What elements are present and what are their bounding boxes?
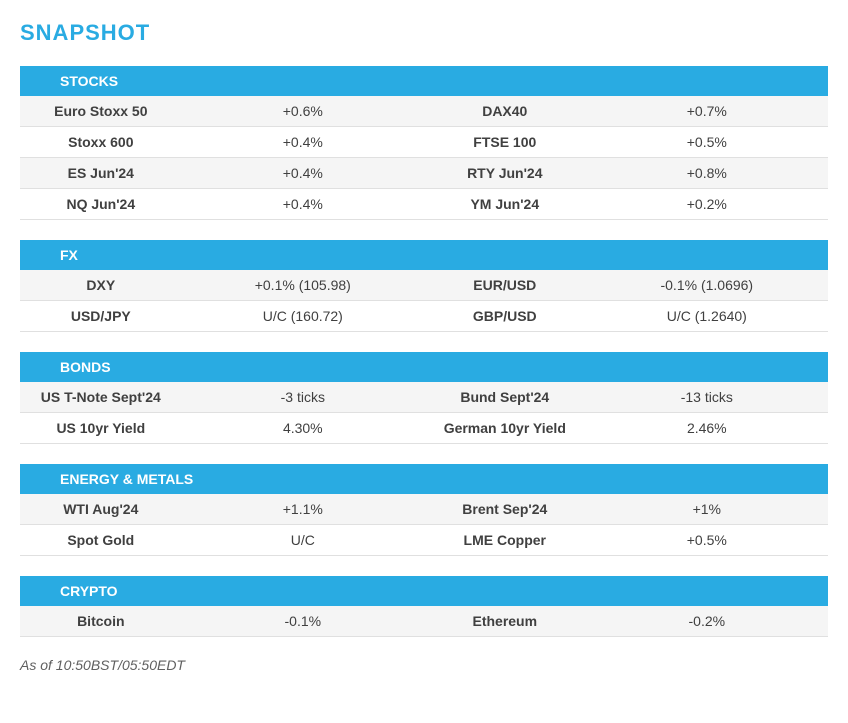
section-header: ENERGY & METALS: [20, 464, 828, 494]
instrument-name: YM Jun'24: [424, 189, 586, 220]
instrument-value: U/C (1.2640): [586, 301, 828, 332]
instrument-name: DAX40: [424, 96, 586, 127]
instrument-name: DXY: [20, 270, 182, 301]
data-table: DXY+0.1% (105.98)EUR/USD-0.1% (1.0696)US…: [20, 270, 828, 332]
data-table: US T-Note Sept'24-3 ticksBund Sept'24-13…: [20, 382, 828, 444]
instrument-value: +0.4%: [182, 127, 424, 158]
instrument-value: +0.6%: [182, 96, 424, 127]
table-row: ES Jun'24+0.4%RTY Jun'24+0.8%: [20, 158, 828, 189]
instrument-name: Euro Stoxx 50: [20, 96, 182, 127]
data-table: Euro Stoxx 50+0.6%DAX40+0.7%Stoxx 600+0.…: [20, 96, 828, 220]
data-table: Bitcoin-0.1%Ethereum-0.2%: [20, 606, 828, 637]
instrument-name: Stoxx 600: [20, 127, 182, 158]
instrument-name: FTSE 100: [424, 127, 586, 158]
footnote: As of 10:50BST/05:50EDT: [20, 657, 828, 673]
instrument-value: +0.4%: [182, 189, 424, 220]
instrument-name: LME Copper: [424, 525, 586, 556]
section: FXDXY+0.1% (105.98)EUR/USD-0.1% (1.0696)…: [20, 240, 828, 332]
instrument-value: +0.4%: [182, 158, 424, 189]
instrument-value: +0.2%: [586, 189, 828, 220]
instrument-value: -0.2%: [586, 606, 828, 637]
instrument-value: +0.7%: [586, 96, 828, 127]
section: BONDSUS T-Note Sept'24-3 ticksBund Sept'…: [20, 352, 828, 444]
instrument-name: Spot Gold: [20, 525, 182, 556]
section-header: FX: [20, 240, 828, 270]
instrument-name: EUR/USD: [424, 270, 586, 301]
instrument-name: NQ Jun'24: [20, 189, 182, 220]
table-row: DXY+0.1% (105.98)EUR/USD-0.1% (1.0696): [20, 270, 828, 301]
section: STOCKSEuro Stoxx 50+0.6%DAX40+0.7%Stoxx …: [20, 66, 828, 220]
table-row: Bitcoin-0.1%Ethereum-0.2%: [20, 606, 828, 637]
table-row: Spot GoldU/CLME Copper+0.5%: [20, 525, 828, 556]
instrument-value: -13 ticks: [586, 382, 828, 413]
instrument-value: -0.1% (1.0696): [586, 270, 828, 301]
instrument-name: Bitcoin: [20, 606, 182, 637]
instrument-value: +0.8%: [586, 158, 828, 189]
table-row: Euro Stoxx 50+0.6%DAX40+0.7%: [20, 96, 828, 127]
section-header: BONDS: [20, 352, 828, 382]
table-row: US T-Note Sept'24-3 ticksBund Sept'24-13…: [20, 382, 828, 413]
instrument-value: +0.1% (105.98): [182, 270, 424, 301]
instrument-value: +1%: [586, 494, 828, 525]
table-row: USD/JPYU/C (160.72)GBP/USDU/C (1.2640): [20, 301, 828, 332]
instrument-value: +0.5%: [586, 127, 828, 158]
instrument-value: +0.5%: [586, 525, 828, 556]
instrument-name: ES Jun'24: [20, 158, 182, 189]
section: ENERGY & METALSWTI Aug'24+1.1%Brent Sep'…: [20, 464, 828, 556]
section-header: CRYPTO: [20, 576, 828, 606]
instrument-name: WTI Aug'24: [20, 494, 182, 525]
section-header: STOCKS: [20, 66, 828, 96]
data-table: WTI Aug'24+1.1%Brent Sep'24+1%Spot GoldU…: [20, 494, 828, 556]
instrument-name: Ethereum: [424, 606, 586, 637]
instrument-value: 2.46%: [586, 413, 828, 444]
instrument-value: 4.30%: [182, 413, 424, 444]
instrument-name: German 10yr Yield: [424, 413, 586, 444]
instrument-value: U/C: [182, 525, 424, 556]
instrument-name: US 10yr Yield: [20, 413, 182, 444]
table-row: NQ Jun'24+0.4%YM Jun'24+0.2%: [20, 189, 828, 220]
instrument-value: -0.1%: [182, 606, 424, 637]
page-title: SNAPSHOT: [20, 20, 828, 46]
table-row: US 10yr Yield4.30%German 10yr Yield2.46%: [20, 413, 828, 444]
sections-container: STOCKSEuro Stoxx 50+0.6%DAX40+0.7%Stoxx …: [20, 66, 828, 637]
instrument-value: +1.1%: [182, 494, 424, 525]
instrument-value: -3 ticks: [182, 382, 424, 413]
table-row: Stoxx 600+0.4%FTSE 100+0.5%: [20, 127, 828, 158]
instrument-name: USD/JPY: [20, 301, 182, 332]
instrument-name: RTY Jun'24: [424, 158, 586, 189]
instrument-name: GBP/USD: [424, 301, 586, 332]
instrument-value: U/C (160.72): [182, 301, 424, 332]
section: CRYPTOBitcoin-0.1%Ethereum-0.2%: [20, 576, 828, 637]
instrument-name: US T-Note Sept'24: [20, 382, 182, 413]
instrument-name: Bund Sept'24: [424, 382, 586, 413]
table-row: WTI Aug'24+1.1%Brent Sep'24+1%: [20, 494, 828, 525]
instrument-name: Brent Sep'24: [424, 494, 586, 525]
